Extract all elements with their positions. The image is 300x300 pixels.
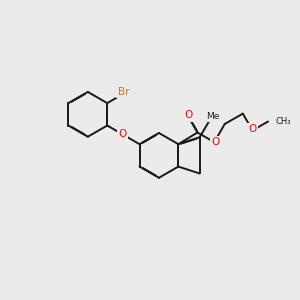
Text: CH₃: CH₃: [275, 117, 291, 126]
Text: Me: Me: [206, 112, 220, 121]
Text: O: O: [248, 124, 256, 134]
Text: O: O: [118, 129, 127, 139]
Text: Br: Br: [118, 87, 129, 97]
Text: O: O: [212, 137, 220, 147]
Text: O: O: [184, 110, 193, 120]
